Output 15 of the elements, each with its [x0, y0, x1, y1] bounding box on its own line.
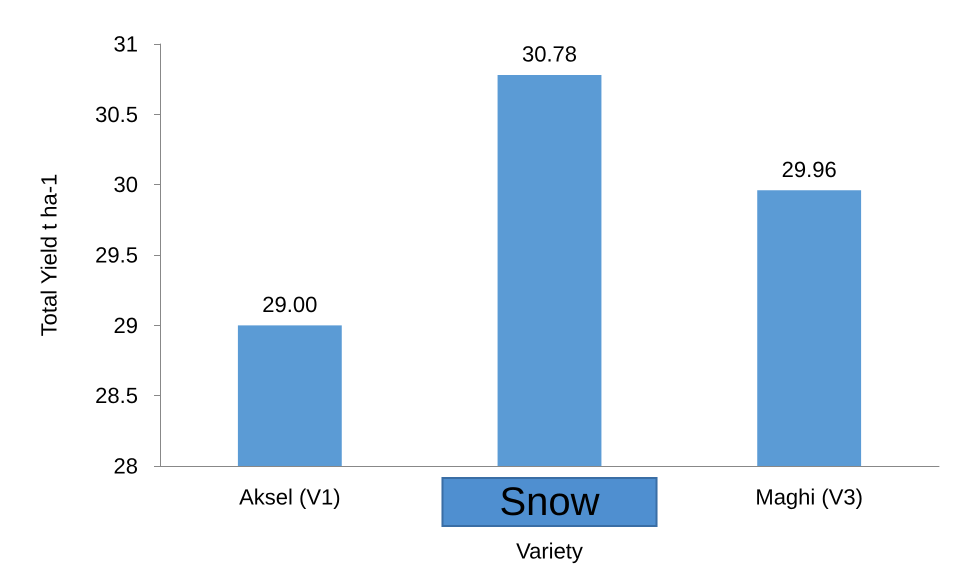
x-axis-title: Variety: [516, 538, 583, 564]
x-tick-label: Maghi (V3): [755, 484, 863, 510]
y-tick-label: 31: [114, 32, 138, 56]
y-tick-label: 30.5: [95, 102, 138, 127]
text: Snow: [499, 480, 600, 524]
data-label: 29.96: [782, 156, 837, 182]
y-tick-label: 28.5: [95, 383, 138, 408]
y-tick-label: 29: [114, 312, 138, 338]
y-tick-label: 29.5: [95, 242, 138, 268]
y-axis-title: Total Yield t ha-1: [36, 174, 62, 336]
x-tick-label: Aksel (V1): [239, 484, 341, 510]
data-label: 30.78: [522, 41, 578, 66]
y-tick-label: 30: [114, 172, 138, 198]
y-tick-label: 28: [114, 454, 138, 478]
data-label: 29.00: [262, 292, 318, 317]
